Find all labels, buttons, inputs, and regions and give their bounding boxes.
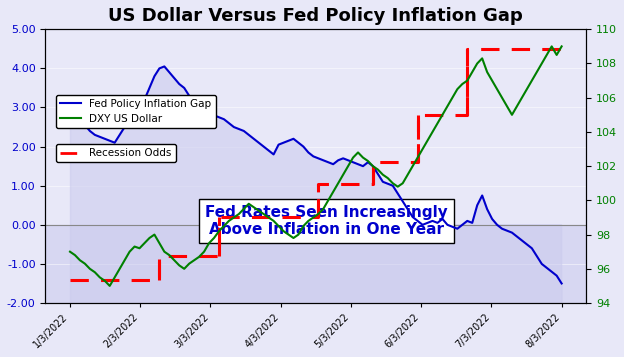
Title: US Dollar Versus Fed Policy Inflation Gap: US Dollar Versus Fed Policy Inflation Ga… [109, 7, 523, 25]
Legend: Recession Odds: Recession Odds [56, 144, 176, 162]
Text: Fed Rates Seen Increasingly
Above Inflation in One Year: Fed Rates Seen Increasingly Above Inflat… [205, 205, 448, 237]
Bar [46, 225, 586, 303]
